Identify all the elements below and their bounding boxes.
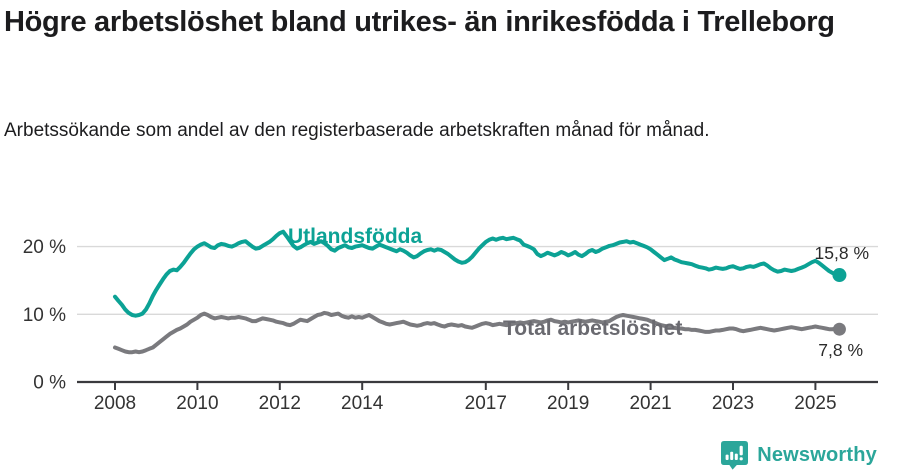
newsworthy-brand-link[interactable]: Newsworthy — [721, 441, 877, 470]
x-axis-tick-label: 2008 — [94, 393, 136, 414]
x-axis-tick-label: 2014 — [341, 393, 384, 414]
series-label-total: Total arbetslöshet — [503, 317, 682, 340]
series-line-total — [113, 310, 842, 355]
x-axis-tick-label: 2023 — [712, 393, 754, 414]
series-end-dot-utlandsfodda — [832, 268, 847, 283]
series-line-utlandsfodda — [113, 229, 842, 318]
y-axis-tick-label: 20 % — [23, 237, 66, 258]
y-axis-tick-label: 10 % — [23, 305, 66, 326]
newsworthy-logo-icon — [721, 441, 749, 470]
x-axis-tick-label: 2017 — [465, 393, 507, 414]
x-axis-tick-label: 2021 — [629, 393, 671, 414]
series-label-utlandsfodda: Utlandsfödda — [288, 225, 422, 248]
x-axis-tick-label: 2019 — [547, 393, 589, 414]
chart-subtitle: Arbetssökande som andel av den registerb… — [4, 120, 710, 141]
y-axis-tick-label: 0 % — [33, 373, 66, 394]
chart-title: Högre arbetslöshet bland utrikes- än inr… — [4, 6, 835, 38]
x-axis-tick-label: 2010 — [176, 393, 218, 414]
x-axis-tick-label: 2025 — [794, 393, 836, 414]
series-end-value-total: 7,8 % — [818, 340, 863, 360]
series-end-dot-total — [832, 322, 846, 336]
x-axis-tick-label: 2012 — [259, 393, 301, 414]
newsworthy-wordmark: Newsworthy — [757, 444, 877, 466]
series-end-value-utlandsfodda: 15,8 % — [815, 243, 869, 263]
